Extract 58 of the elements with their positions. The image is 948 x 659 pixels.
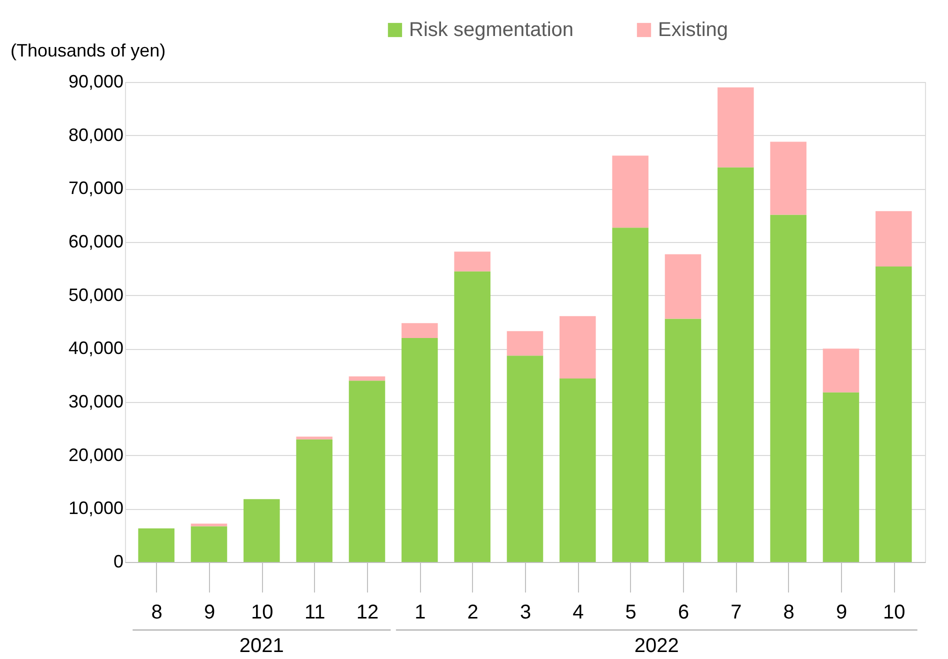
bar <box>348 380 386 562</box>
bar <box>718 167 754 562</box>
bar <box>348 376 386 381</box>
x-tick-label: 4 <box>572 602 584 624</box>
x-tick-label: 6 <box>678 602 690 624</box>
x-tick-label: 8 <box>151 602 162 624</box>
bar <box>876 211 912 267</box>
bar <box>612 156 648 228</box>
y-tick-label: 10,000 <box>68 498 124 518</box>
legend-label: Risk segmentation <box>409 19 574 41</box>
bar <box>190 526 228 562</box>
bar <box>138 528 174 562</box>
x-tick-label: 11 <box>304 602 326 624</box>
x-tick-label: 7 <box>730 602 742 624</box>
bar <box>822 348 860 392</box>
x-tick-label: 10 <box>883 602 906 624</box>
bar <box>664 318 702 562</box>
text: 2022 <box>634 635 679 657</box>
bar <box>560 378 596 562</box>
x-tick-label: 9 <box>836 602 848 624</box>
bar <box>454 271 490 562</box>
bar <box>718 87 754 168</box>
bar <box>190 524 228 526</box>
bar <box>770 142 806 215</box>
bar <box>664 254 702 319</box>
y-tick-label: 40,000 <box>68 338 124 358</box>
bar <box>506 331 544 356</box>
x-tick-label: 3 <box>520 602 532 624</box>
bar <box>612 228 648 562</box>
y-tick-label: 80,000 <box>68 124 124 145</box>
bar <box>822 392 860 562</box>
bar <box>876 266 912 562</box>
y-tick-label: 70,000 <box>68 178 124 198</box>
x-tick-label: 10 <box>251 602 274 624</box>
bar <box>506 356 544 562</box>
x-tick-label: 2 <box>467 602 478 624</box>
y-tick-label: 60,000 <box>68 232 124 252</box>
y-tick-label: 50,000 <box>68 284 124 305</box>
x-tick-label: 5 <box>625 602 636 624</box>
legend-label: Existing <box>658 19 728 41</box>
y-tick-label: 30,000 <box>68 392 124 412</box>
bar <box>244 499 280 562</box>
bar <box>402 338 438 562</box>
x-tick-label: 1 <box>414 602 426 624</box>
x-tick-label: 9 <box>204 602 216 624</box>
y-axis-title: (Thousands of yen) <box>10 40 166 60</box>
y-tick-label: 20,000 <box>68 444 124 465</box>
bar <box>296 439 332 562</box>
text: 2021 <box>239 635 284 657</box>
bar <box>454 252 490 272</box>
y-tick-label: 0 <box>113 552 124 572</box>
y-tick-label: 90,000 <box>68 72 124 92</box>
bar <box>296 436 332 440</box>
x-tick-label: 8 <box>783 602 794 624</box>
bar <box>560 316 596 379</box>
x-tick-label: 12 <box>356 602 379 624</box>
bar <box>770 214 806 562</box>
bar <box>402 323 438 338</box>
